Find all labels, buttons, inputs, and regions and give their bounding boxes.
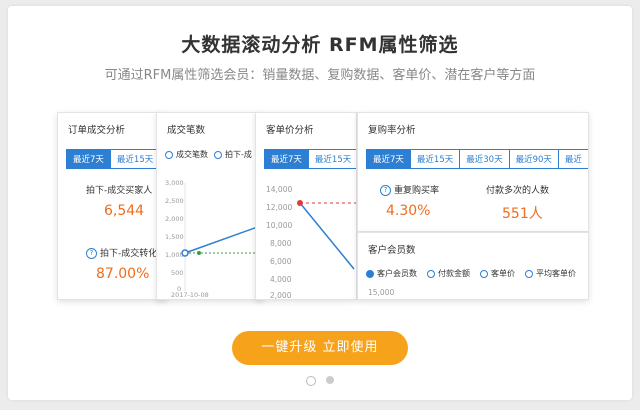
x-tick: 2017-10-08 bbox=[171, 291, 209, 299]
legend-marker bbox=[480, 269, 488, 278]
card-title: 客户会员数 bbox=[368, 245, 416, 256]
card-title: 复购率分析 bbox=[368, 125, 416, 136]
tab-last-15-days[interactable]: 最近15天 bbox=[409, 149, 461, 169]
carousel-dot-2[interactable] bbox=[326, 376, 334, 384]
repeat-buyers-value: 551人 bbox=[502, 206, 543, 222]
help-icon[interactable]: ? bbox=[380, 185, 391, 196]
tab-last-30-days[interactable]: 最近30天 bbox=[459, 149, 510, 169]
legend-item[interactable]: 平均客单价 bbox=[536, 269, 576, 278]
y-tick: 2,000 bbox=[165, 215, 184, 223]
conversion-value: 87.00% bbox=[96, 266, 150, 282]
buyers-value: 6,544 bbox=[104, 203, 145, 219]
series-line bbox=[299, 202, 355, 270]
legend-item[interactable]: 成交笔数 bbox=[176, 150, 208, 159]
tab-last-7-days[interactable]: 最近7天 bbox=[66, 149, 111, 169]
y-tick: 3,000 bbox=[165, 179, 184, 187]
tab-last-15-days[interactable]: 最近15天 bbox=[307, 149, 356, 169]
legend-marker bbox=[366, 269, 374, 278]
y-tick: 6,000 bbox=[270, 257, 292, 266]
y-tick: 1,000 bbox=[165, 251, 184, 259]
y-tick: 2,500 bbox=[165, 197, 184, 205]
data-point[interactable] bbox=[197, 251, 201, 255]
tab-last-90-days[interactable]: 最近90天 bbox=[508, 149, 559, 169]
y-tick: 10,000 bbox=[266, 221, 293, 230]
repurchase-rate-value: 4.30% bbox=[386, 203, 431, 219]
member-count-card: 客户会员数 客户会员数 付款金额 客单价 平均客单价 15,000 bbox=[357, 232, 589, 300]
deals-line-chart bbox=[181, 183, 263, 291]
card-title: 订单成交分析 bbox=[68, 125, 126, 136]
y-tick: 1,500 bbox=[165, 233, 184, 241]
repurchase-rate-label: ? 重复购买率 bbox=[380, 183, 439, 196]
legend-marker bbox=[525, 269, 533, 278]
tab-more[interactable]: 最近 bbox=[557, 149, 588, 169]
y-tick: 12,000 bbox=[266, 203, 293, 212]
legend-marker bbox=[214, 150, 222, 159]
buyers-label: 拍下-成交买家人 bbox=[86, 186, 153, 196]
y-tick: 8,000 bbox=[270, 239, 292, 248]
legend-marker bbox=[165, 150, 173, 159]
order-analysis-card: 订单成交分析 最近7天 最近15天 拍下-成交买家人 6,544 ? 拍下-成交转… bbox=[57, 112, 167, 300]
y-tick: 15,000 bbox=[368, 288, 395, 297]
help-icon[interactable]: ? bbox=[86, 248, 97, 259]
conversion-label: ? 拍下-成交转化 bbox=[86, 246, 157, 259]
upgrade-button[interactable]: 一键升级 立即使用 bbox=[232, 331, 408, 365]
page-subtitle: 可通过RFM属性筛选会员：销量数据、复购数据、客单价、潜在客户等方面 bbox=[104, 68, 536, 83]
legend-marker bbox=[427, 269, 435, 278]
repurchase-card: 复购率分析 最近7天 最近15天 最近30天 最近90天 最近 ? 重复购买率 4… bbox=[357, 112, 589, 232]
y-tick: 2,000 bbox=[270, 291, 292, 300]
legend-item[interactable]: 付款金额 bbox=[438, 269, 470, 278]
page-title: 大数据滚动分析 RFM属性筛选 bbox=[181, 34, 459, 56]
avg-value-line-chart bbox=[297, 200, 356, 270]
y-tick: 0 bbox=[177, 285, 182, 293]
repeat-buyers-label: 付款多次的人数 bbox=[486, 186, 550, 196]
card-title: 客单价分析 bbox=[266, 125, 314, 136]
data-point[interactable] bbox=[181, 249, 189, 257]
avg-order-value-card: 客单价分析 最近7天 最近15天 14,000 12,000 10,000 8,… bbox=[255, 112, 357, 300]
card-title: 成交笔数 bbox=[167, 125, 206, 136]
series-line-deals bbox=[184, 224, 263, 254]
data-point[interactable] bbox=[297, 200, 303, 206]
legend-item[interactable]: 客户会员数 bbox=[377, 269, 417, 278]
tab-last-15-days[interactable]: 最近15天 bbox=[109, 149, 161, 169]
carousel-dot-1[interactable] bbox=[306, 376, 316, 386]
chart-legend: 成交笔数 拍下-成 bbox=[165, 149, 252, 160]
chart-legend: 客户会员数 付款金额 客单价 平均客单价 bbox=[366, 268, 576, 279]
legend-item[interactable]: 拍下-成 bbox=[225, 150, 252, 159]
tab-last-7-days[interactable]: 最近7天 bbox=[366, 149, 411, 169]
legend-item[interactable]: 客单价 bbox=[491, 269, 515, 278]
y-tick: 500 bbox=[171, 269, 184, 277]
y-tick: 4,000 bbox=[270, 275, 292, 284]
y-tick: 14,000 bbox=[266, 185, 293, 194]
deals-count-card: 成交笔数 成交笔数 拍下-成 3,000 2,500 2,000 1,500 1… bbox=[156, 112, 264, 300]
